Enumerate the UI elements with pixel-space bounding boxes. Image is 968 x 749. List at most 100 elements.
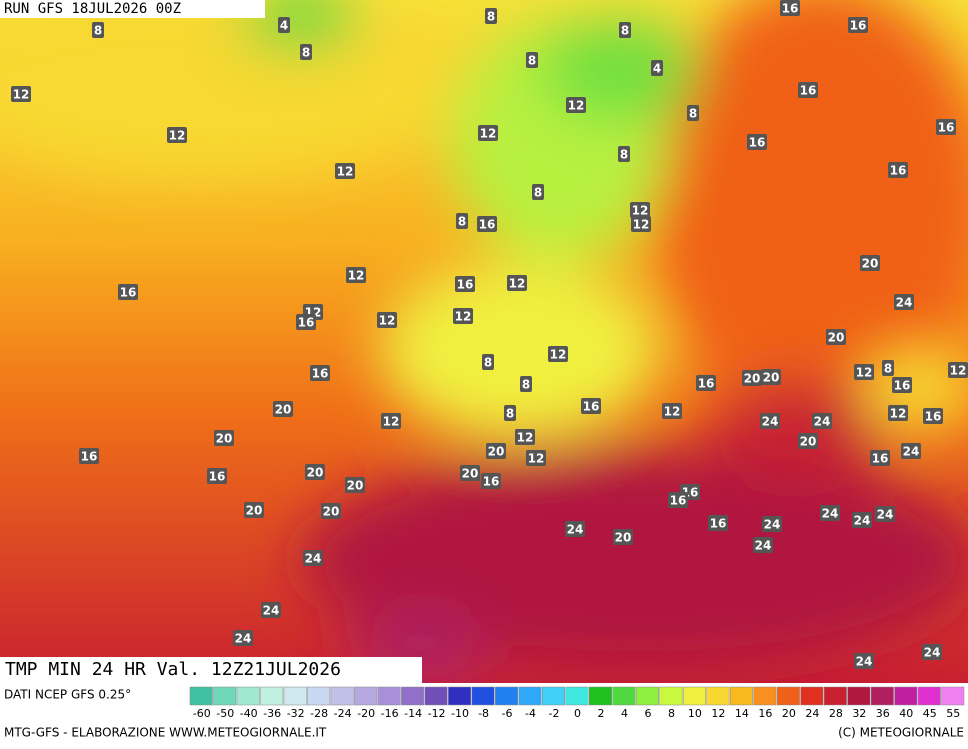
label-box — [901, 443, 921, 459]
legend-swatch — [941, 686, 965, 706]
legend-swatch — [518, 686, 542, 706]
legend-swatch — [588, 686, 612, 706]
label-box — [233, 630, 253, 646]
legend-swatch — [213, 686, 237, 706]
legend-swatch — [847, 686, 871, 706]
legend-tick-label: -2 — [549, 707, 560, 720]
legend-swatch — [448, 686, 472, 706]
temp-label: 8 — [528, 54, 536, 68]
legend-swatch — [635, 686, 659, 706]
legend-swatch — [495, 686, 519, 706]
legend-swatch — [800, 686, 824, 706]
label-box — [11, 86, 31, 102]
temp-label: 20 — [862, 257, 879, 271]
temp-label: 24 — [903, 445, 920, 459]
legend-swatch — [189, 686, 213, 706]
temp-label: 16 — [925, 410, 942, 424]
label-box — [92, 22, 104, 38]
label-box — [820, 505, 840, 521]
temp-label: 12 — [379, 314, 396, 328]
temp-label: 20 — [246, 504, 263, 518]
legend-swatch — [659, 686, 683, 706]
temp-label: 8 — [884, 362, 892, 376]
temp-label: 8 — [689, 107, 697, 121]
temp-label: 16 — [850, 19, 867, 33]
legend-tick-label: -28 — [310, 707, 328, 720]
temp-label: 16 — [298, 316, 315, 330]
legend-tick-label: -16 — [381, 707, 399, 720]
legend-tick-label: 32 — [852, 707, 866, 720]
legend-swatch — [424, 686, 448, 706]
temp-label: 12 — [337, 165, 354, 179]
temp-label: 16 — [483, 475, 500, 489]
label-box — [760, 413, 780, 429]
label-box — [526, 450, 546, 466]
label-box — [207, 468, 227, 484]
temp-label: 24 — [305, 552, 322, 566]
label-box — [526, 52, 538, 68]
temp-label: 16 — [698, 377, 715, 391]
legend-swatch — [330, 686, 354, 706]
temp-label: 24 — [896, 296, 913, 310]
valid-box — [0, 657, 422, 683]
legend-swatch — [471, 686, 495, 706]
legend-tick-label: 2 — [597, 707, 604, 720]
temp-label: 16 — [894, 379, 911, 393]
legend-tick-label: 28 — [829, 707, 843, 720]
label-box — [618, 146, 630, 162]
temp-label: 12 — [348, 269, 365, 283]
legend-swatch — [377, 686, 401, 706]
legend-tick-label: 36 — [876, 707, 890, 720]
temp-label: 8 — [534, 186, 542, 200]
label-box — [214, 430, 234, 446]
temp-label: 20 — [828, 331, 845, 345]
footer-left: MTG-GFS - ELABORAZIONE WWW.METEOGIORNALE… — [4, 726, 327, 740]
temp-label: 8 — [506, 407, 514, 421]
temp-label: 20 — [615, 531, 632, 545]
temp-label: 4 — [653, 62, 661, 76]
legend-tick-label: 45 — [923, 707, 937, 720]
temp-label: 4 — [280, 19, 288, 33]
legend-tick-label: -24 — [334, 707, 352, 720]
legend-tick-label: -8 — [478, 707, 489, 720]
label-box — [566, 97, 586, 113]
temp-label: 20 — [800, 435, 817, 449]
legend-swatch — [706, 686, 730, 706]
temp-label: 16 — [749, 136, 766, 150]
temp-label: 16 — [670, 494, 687, 508]
temp-label: 24 — [822, 507, 839, 521]
label-box — [798, 82, 818, 98]
label-box — [335, 163, 355, 179]
temp-label: 8 — [458, 215, 466, 229]
temp-label: 12 — [890, 407, 907, 421]
legend-tick-label: 20 — [782, 707, 796, 720]
temp-label: 12 — [383, 415, 400, 429]
label-box — [565, 521, 585, 537]
label-box — [345, 477, 365, 493]
temp-label: 16 — [782, 2, 799, 16]
temp-label: 20 — [347, 479, 364, 493]
legend-tick-label: 4 — [621, 707, 628, 720]
label-box — [481, 473, 501, 489]
temp-label: 16 — [890, 164, 907, 178]
label-box — [875, 506, 895, 522]
temp-label: 20 — [744, 372, 761, 386]
legend-tick-label: 24 — [805, 707, 819, 720]
label-box — [520, 376, 532, 392]
label-box — [708, 515, 728, 531]
label-box — [455, 276, 475, 292]
temp-label: 16 — [800, 84, 817, 98]
label-box — [244, 502, 264, 518]
temp-label: 16 — [81, 450, 98, 464]
label-box — [854, 653, 874, 669]
label-box — [630, 202, 650, 218]
label-box — [687, 105, 699, 121]
temp-label: 12 — [509, 277, 526, 291]
label-box — [753, 537, 773, 553]
label-box — [532, 184, 544, 200]
label-box — [321, 503, 341, 519]
legend-swatch — [894, 686, 918, 706]
label-box — [888, 162, 908, 178]
run-label: RUN GFS 18JUL2026 00Z — [4, 1, 181, 17]
